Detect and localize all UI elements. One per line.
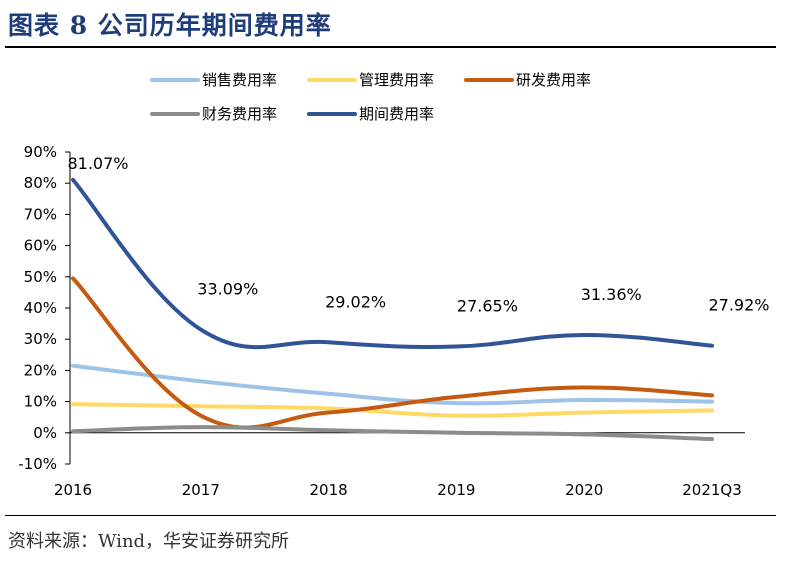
legend-label: 财务费用率: [202, 105, 277, 123]
y-tick-label: 0%: [33, 424, 57, 442]
top-rule: [5, 46, 776, 48]
x-tick-label: 2018: [310, 481, 348, 499]
figure-title: 图表 8 公司历年期间费用率: [8, 11, 332, 40]
y-tick-label: 80%: [24, 174, 57, 192]
data-label: 81.07%: [67, 154, 128, 173]
legend-label: 销售费用率: [202, 71, 277, 89]
y-tick-label: 60%: [24, 237, 57, 255]
legend-label: 期间费用率: [359, 105, 434, 123]
y-tick-label: 20%: [24, 361, 57, 379]
data-label: 29.02%: [325, 292, 386, 311]
y-tick-label: 30%: [24, 330, 57, 348]
data-label: 27.92%: [708, 296, 769, 315]
series-line-1: [71, 363, 714, 406]
y-tick-label: 10%: [24, 393, 57, 411]
data-label: 27.65%: [457, 297, 518, 316]
series-line-3: [71, 276, 714, 430]
bottom-rule: [5, 515, 776, 516]
series-line-5: [71, 177, 714, 350]
y-tick-label: -10%: [18, 455, 57, 473]
series-line-4: [71, 425, 714, 442]
x-tick-label: 2021Q3: [682, 481, 742, 499]
source-note: 资料来源：Wind，华安证券研究所: [8, 531, 290, 552]
data-label: 31.36%: [581, 285, 642, 304]
x-tick-label: 2017: [182, 481, 220, 499]
x-tick-label: 2020: [565, 481, 603, 499]
data-label: 33.09%: [197, 280, 258, 299]
legend-label: 研发费用率: [516, 71, 591, 89]
legend-label: 管理费用率: [359, 71, 434, 89]
y-tick-label: 40%: [24, 299, 57, 317]
x-tick-label: 2019: [437, 481, 475, 499]
y-tick-label: 50%: [24, 268, 57, 286]
y-tick-label: 70%: [24, 205, 57, 223]
x-tick-label: 2016: [54, 481, 92, 499]
y-tick-label: 90%: [24, 143, 57, 161]
